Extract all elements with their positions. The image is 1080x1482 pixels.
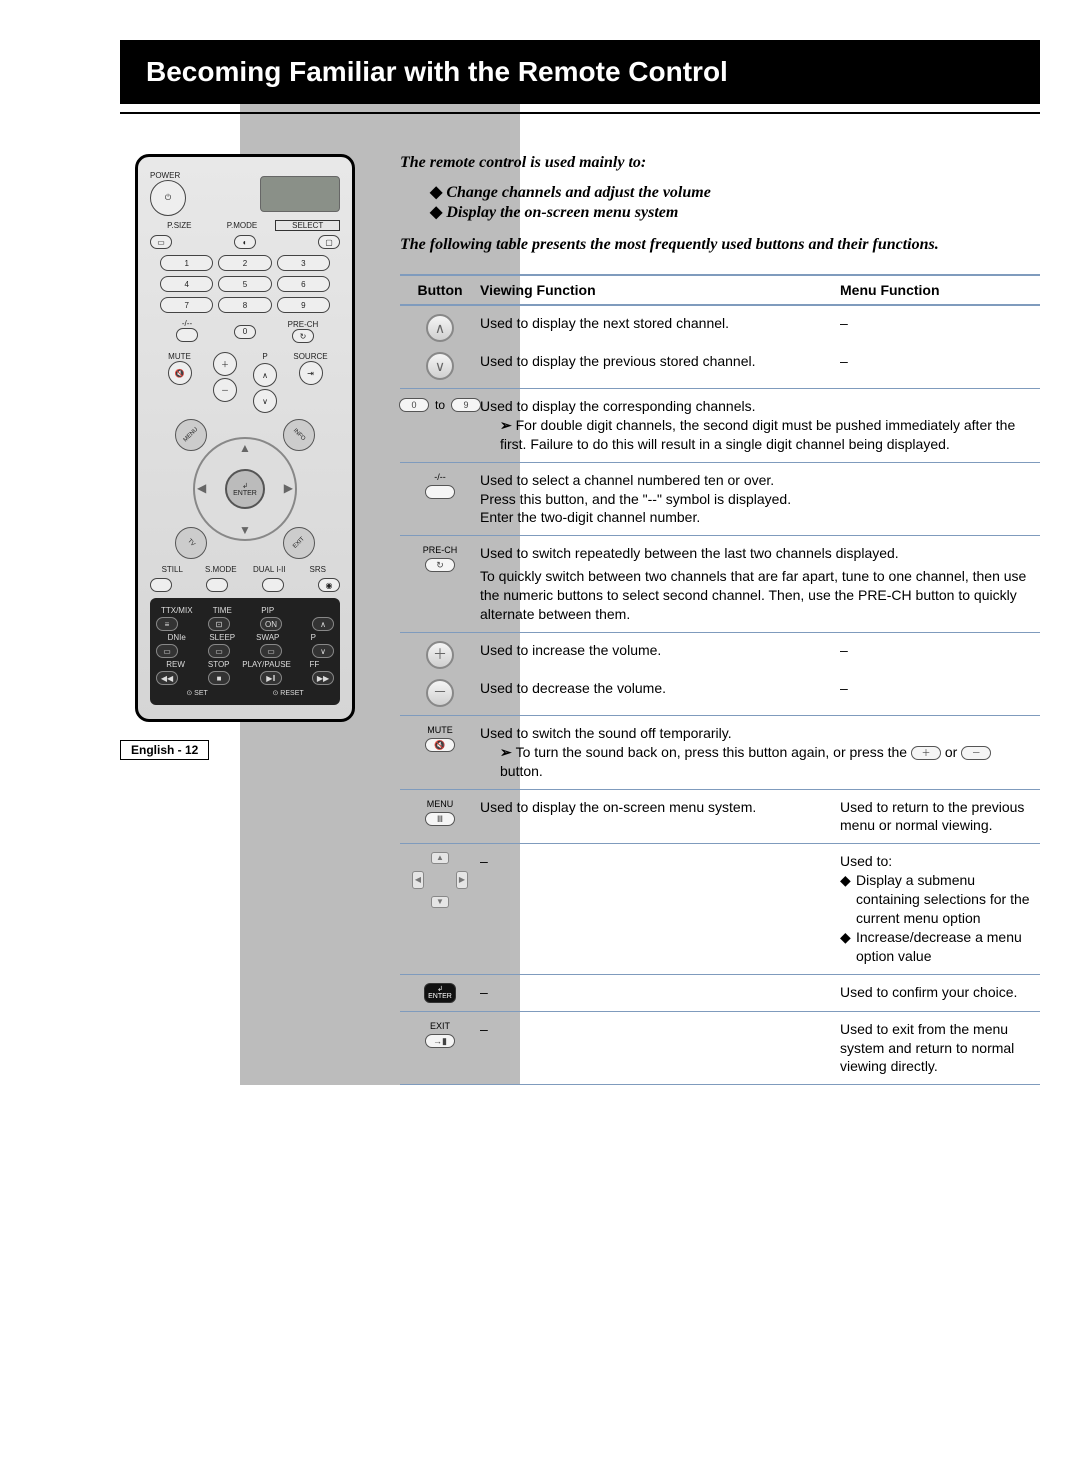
row-ch-up: ∧ Used to display the next stored channe…	[400, 306, 1040, 344]
mute-button: 🔇	[168, 361, 192, 385]
title-rule	[120, 112, 1040, 114]
header-button: Button	[400, 282, 480, 298]
row-enter: ↲ENTER – Used to confirm your choice.	[400, 975, 1040, 1012]
header-view: Viewing Function	[480, 282, 840, 298]
psize-label: P.SIZE	[150, 221, 209, 230]
smode-label: S.MODE	[199, 565, 244, 574]
select-button: ▢	[318, 235, 340, 249]
vol-down-button: －	[213, 378, 237, 402]
dual-label: DUAL I-II	[247, 565, 292, 574]
mute-text: MUTE	[427, 724, 453, 736]
row-prech: PRE-CH↻ Used to switch repeatedly betwee…	[400, 536, 1040, 633]
row-dash: -/-- Used to select a channel numbered t…	[400, 463, 1040, 537]
numeric-keypad: 1 2 3 4 5 6 7 8 9	[160, 255, 330, 313]
num-0-icon: 0	[399, 398, 429, 412]
pmode-label: P.MODE	[213, 221, 272, 230]
source-button: ⇥	[299, 361, 323, 385]
row-numeric: 0to9 Used to display the corresponding c…	[400, 389, 1040, 463]
dark-panel: TTX/MIX TIME PIP ≡⊡ON∧ DNIe SLEEP SWAP P…	[150, 598, 340, 705]
ch-up-icon: ∧	[426, 314, 454, 342]
still-label: STILL	[150, 565, 195, 574]
mute-label: MUTE	[150, 352, 209, 361]
set-label: ⊙ SET	[186, 689, 207, 697]
table-header: Button Viewing Function Menu Function	[400, 276, 1040, 306]
intro-lead: The remote control is used mainly to:	[400, 154, 1040, 172]
intro-tail: The following table presents the most fr…	[400, 236, 1040, 254]
function-table: Button Viewing Function Menu Function ∧ …	[400, 274, 1040, 1085]
pmode-button: ◐	[234, 235, 256, 249]
info-diag: INFO	[276, 412, 321, 457]
num-8: 8	[218, 297, 271, 313]
row-dpad: ▲▼ ◀▶ – Used to: Display a submenu conta…	[400, 844, 1040, 974]
psize-button: ▭	[150, 235, 172, 249]
reset-label: ⊙ RESET	[272, 689, 303, 697]
prech-text: PRE-CH	[423, 544, 458, 556]
intro-list: Change channels and adjust the volume Di…	[430, 182, 1040, 222]
num-5: 5	[218, 276, 271, 292]
still-button	[150, 578, 172, 592]
enter-nav: ↲ENTER	[225, 469, 265, 509]
intro-item-2: Display the on-screen menu system	[430, 202, 1040, 222]
prech-tip: To quickly switch between two channels t…	[480, 568, 1026, 622]
row-exit: EXIT→▮ – Used to exit from the menu syst…	[400, 1012, 1040, 1086]
dash-text-icon: -/--	[434, 471, 446, 483]
row-ch-down: ∨ Used to display the previous stored ch…	[400, 344, 1040, 389]
select-label: SELECT	[275, 220, 340, 231]
num-3: 3	[277, 255, 330, 271]
smode-button	[206, 578, 228, 592]
page-footer: English - 12	[120, 740, 209, 760]
num-2: 2	[218, 255, 271, 271]
numeric-note: For double digit channels, the second di…	[480, 416, 1030, 454]
num-9: 9	[277, 297, 330, 313]
dpad-item-1: Display a submenu containing selections …	[840, 871, 1040, 928]
p-label: P	[262, 352, 267, 361]
vol-up-icon: ＋	[426, 641, 454, 669]
page-title: Becoming Familiar with the Remote Contro…	[120, 40, 1040, 104]
dash-label: -/--	[160, 319, 214, 328]
num-1: 1	[160, 255, 213, 271]
prech-button: ↻	[292, 329, 314, 343]
num-7: 7	[160, 297, 213, 313]
dash-icon	[425, 485, 455, 499]
srs-label: SRS	[296, 565, 341, 574]
dpad-icon: ▲▼ ◀▶	[412, 852, 468, 908]
menu-text: MENU	[427, 798, 454, 810]
prech-icon: ↻	[425, 558, 455, 572]
header-menu: Menu Function	[840, 282, 1040, 298]
row-vol-up: ＋ Used to increase the volume. –	[400, 633, 1040, 671]
row-vol-down: － Used to decrease the volume. –	[400, 671, 1040, 716]
remote-illustration: POWER ⏻ P.SIZE P.MODE SELECT ▭ ◐ ▢ 1 2 3…	[135, 154, 355, 722]
dash-button	[176, 328, 198, 342]
power-label: POWER	[150, 171, 256, 180]
ch-down-button: ∨	[253, 389, 277, 413]
vol-up-button: ＋	[213, 352, 237, 376]
ch-up-button: ∧	[253, 363, 277, 387]
power-button: ⏻	[150, 180, 186, 216]
prech-label: PRE-CH	[276, 320, 330, 329]
num-4: 4	[160, 276, 213, 292]
exit-diag: EXIT	[276, 520, 321, 565]
ch-down-icon: ∨	[426, 352, 454, 380]
dual-button	[262, 578, 284, 592]
num-0: 0	[234, 325, 256, 339]
num-6: 6	[277, 276, 330, 292]
menu-icon: Ⅲ	[425, 812, 455, 826]
remote-lcd	[260, 176, 340, 212]
exit-icon: →▮	[425, 1034, 455, 1048]
vol-down-icon: －	[426, 679, 454, 707]
mute-icon: 🔇	[425, 738, 455, 752]
nav-cluster: MENU INFO TV EXIT ▲▼◀▶ ↲ENTER	[175, 419, 315, 559]
enter-icon: ↲ENTER	[424, 983, 456, 1003]
exit-text: EXIT	[430, 1020, 450, 1032]
mute-note: To turn the sound back on, press this bu…	[480, 743, 1030, 781]
intro-item-1: Change channels and adjust the volume	[430, 182, 1040, 202]
num-9-icon: 9	[451, 398, 481, 412]
srs-button: ◉	[318, 578, 340, 592]
row-menu: MENUⅢ Used to display the on-screen menu…	[400, 790, 1040, 845]
source-label: SOURCE	[281, 352, 340, 361]
dpad-item-2: Increase/decrease a menu option value	[840, 928, 1040, 966]
menu-diag: MENU	[168, 412, 213, 457]
tv-diag: TV	[168, 520, 213, 565]
row-mute: MUTE🔇 Used to switch the sound off tempo…	[400, 716, 1040, 790]
